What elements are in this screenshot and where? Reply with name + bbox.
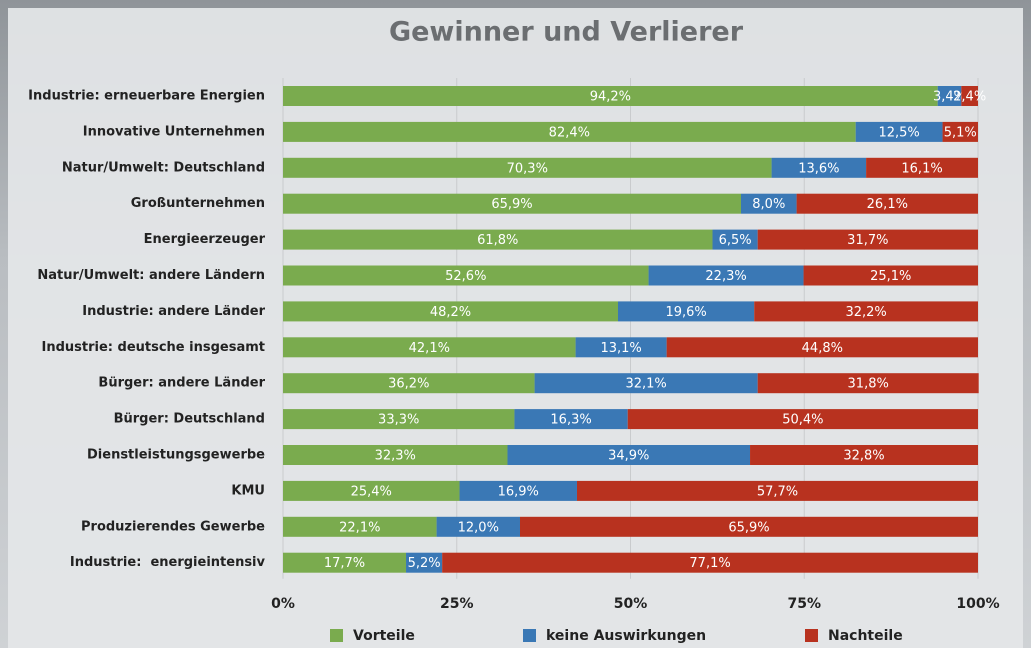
chart-title: Gewinner und Verlierer bbox=[389, 17, 744, 48]
x-tick-label: 25% bbox=[440, 596, 474, 612]
y-tick-label: Großunternehmen bbox=[131, 196, 265, 211]
value-label: 57,7% bbox=[757, 484, 798, 499]
value-label: 19,6% bbox=[665, 305, 706, 320]
legend-swatch bbox=[523, 629, 536, 642]
value-label: 17,7% bbox=[324, 556, 365, 571]
value-label: 13,6% bbox=[798, 161, 839, 176]
y-tick-label: Dienstleistungsgewerbe bbox=[87, 448, 265, 463]
x-tick-label: 100% bbox=[956, 596, 999, 612]
value-label: 82,4% bbox=[549, 125, 590, 140]
chart: Gewinner und Verlierer 0% 25% 50% 75% 100% In… bbox=[0, 0, 1031, 648]
value-label: 26,1% bbox=[867, 197, 908, 212]
x-tick-label: 50% bbox=[614, 596, 648, 612]
x-tick-label: 0% bbox=[271, 596, 295, 612]
y-tick-label: Industrie: deutsche insgesamt bbox=[42, 340, 266, 355]
value-label: 36,2% bbox=[388, 377, 429, 392]
legend-label: keine Auswirkungen bbox=[546, 628, 706, 644]
value-label: 52,6% bbox=[445, 269, 486, 284]
value-label: 22,1% bbox=[339, 520, 380, 535]
value-label: 42,1% bbox=[409, 341, 450, 356]
value-label: 16,3% bbox=[550, 413, 591, 428]
legend-swatch bbox=[330, 629, 343, 642]
value-label: 31,7% bbox=[847, 233, 888, 248]
value-label: 12,5% bbox=[878, 125, 919, 140]
value-label: 31,8% bbox=[848, 377, 889, 392]
value-label: 61,8% bbox=[477, 233, 518, 248]
value-label: 34,9% bbox=[608, 449, 649, 464]
value-label: 65,9% bbox=[491, 197, 532, 212]
value-label: 6,5% bbox=[719, 233, 752, 248]
y-tick-label: Bürger: Deutschland bbox=[114, 412, 265, 427]
y-tick-label: Industrie: erneuerbare Energien bbox=[28, 89, 265, 104]
y-tick-label: Bürger: andere Länder bbox=[98, 376, 265, 391]
value-label: 77,1% bbox=[689, 556, 730, 571]
value-label: 50,4% bbox=[782, 413, 823, 428]
value-label: 2,4% bbox=[953, 90, 986, 105]
value-label: 32,3% bbox=[375, 449, 416, 464]
legend-label: Vorteile bbox=[353, 628, 415, 644]
value-label: 5,1% bbox=[944, 125, 977, 140]
value-label: 32,2% bbox=[845, 305, 886, 320]
y-tick-label: Industrie: energieintensiv bbox=[70, 555, 266, 570]
value-label: 16,9% bbox=[498, 484, 539, 499]
legend-label: Nachteile bbox=[828, 628, 903, 644]
value-label: 22,3% bbox=[705, 269, 746, 284]
value-label: 44,8% bbox=[802, 341, 843, 356]
value-label: 13,1% bbox=[600, 341, 641, 356]
value-label: 8,0% bbox=[752, 197, 785, 212]
value-label: 32,8% bbox=[843, 449, 884, 464]
value-label: 25,4% bbox=[351, 484, 392, 499]
y-tick-label: Energieerzeuger bbox=[144, 232, 266, 247]
y-tick-label: Natur/Umwelt: andere Ländern bbox=[37, 268, 265, 283]
value-label: 12,0% bbox=[458, 520, 499, 535]
legend-swatch bbox=[805, 629, 818, 642]
y-tick-label: Produzierendes Gewerbe bbox=[81, 519, 265, 534]
value-label: 48,2% bbox=[430, 305, 471, 320]
value-label: 16,1% bbox=[901, 161, 942, 176]
x-tick-label: 75% bbox=[787, 596, 821, 612]
value-label: 65,9% bbox=[728, 520, 769, 535]
value-label: 70,3% bbox=[507, 161, 548, 176]
value-label: 5,2% bbox=[408, 556, 441, 571]
y-tick-label: Innovative Unternehmen bbox=[83, 124, 265, 139]
y-tick-label: Industrie: andere Länder bbox=[82, 304, 265, 319]
y-tick-label: Natur/Umwelt: Deutschland bbox=[62, 160, 265, 175]
value-label: 25,1% bbox=[870, 269, 911, 284]
value-label: 32,1% bbox=[625, 377, 666, 392]
value-label: 94,2% bbox=[590, 90, 631, 105]
y-tick-label: KMU bbox=[231, 483, 265, 498]
value-label: 33,3% bbox=[378, 413, 419, 428]
